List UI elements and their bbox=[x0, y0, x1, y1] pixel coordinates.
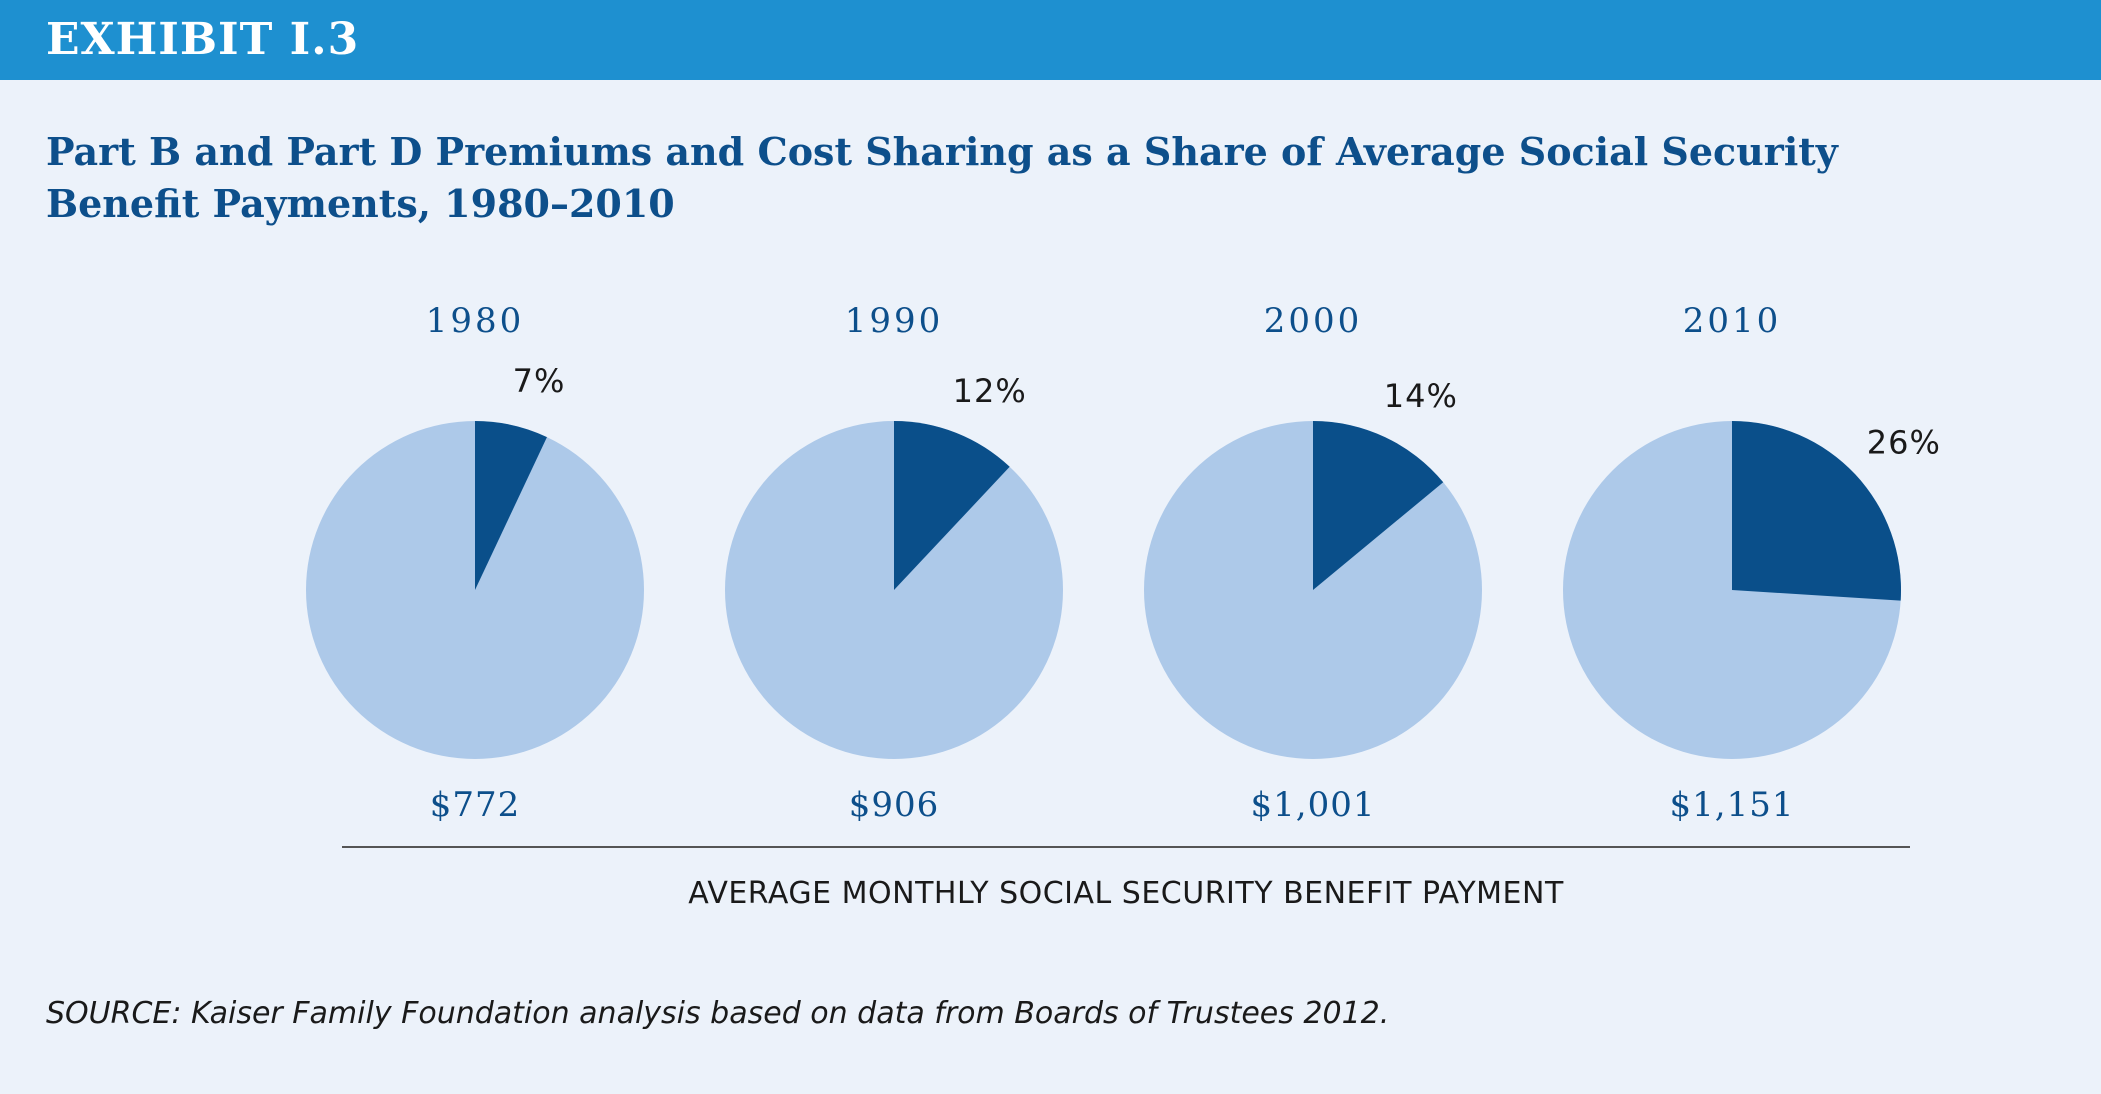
pie-share-label: 26% bbox=[1867, 424, 1941, 462]
exhibit-label: EXHIBIT I.3 bbox=[46, 14, 360, 65]
axis-divider-line bbox=[342, 846, 1910, 848]
pie-benefit-label: $1,151 bbox=[1670, 785, 1795, 825]
pie-benefit-label: $1,001 bbox=[1251, 785, 1376, 825]
pie-benefit-label: $772 bbox=[430, 785, 521, 825]
exhibit-header-bar: EXHIBIT I.3 bbox=[0, 0, 2101, 80]
pie-share-label: 7% bbox=[513, 362, 566, 400]
pie-year-label: 2010 bbox=[1683, 301, 1782, 341]
chart-title: Part B and Part D Premiums and Cost Shar… bbox=[46, 129, 1838, 226]
source-note: SOURCE: Kaiser Family Foundation analysi… bbox=[46, 996, 1390, 1031]
pie-slice-premium-share bbox=[1313, 421, 1444, 590]
pie-slice-premium-share bbox=[1732, 421, 1901, 601]
pie-2000: 2000 14% $1,001 bbox=[1144, 301, 1482, 825]
pie-slice-premium-share bbox=[894, 421, 1010, 590]
axis-caption: AVERAGE MONTHLY SOCIAL SECURITY BENEFIT … bbox=[688, 876, 1564, 911]
pie-year-label: 1990 bbox=[845, 301, 944, 341]
pie-share-label: 14% bbox=[1384, 377, 1458, 415]
pie-slice-premium-share bbox=[475, 421, 547, 590]
pie-year-label: 2000 bbox=[1264, 301, 1363, 341]
pie-year-label: 1980 bbox=[426, 301, 525, 341]
pie-2010: 2010 26% $1,151 bbox=[1563, 301, 1941, 825]
pie-share-label: 12% bbox=[953, 372, 1027, 410]
pie-1980: 1980 7% $772 bbox=[306, 301, 644, 825]
pie-benefit-label: $906 bbox=[849, 785, 940, 825]
